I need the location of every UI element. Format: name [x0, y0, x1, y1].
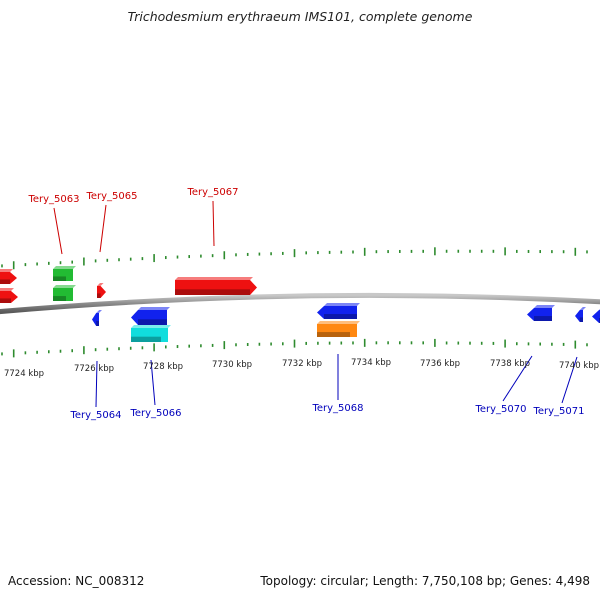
gene-feature-red[interactable] — [0, 288, 18, 303]
genome-summary-text: Topology: circular; Length: 7,750,108 bp… — [260, 574, 590, 588]
gene-label-tery-5071[interactable]: Tery_5071 — [532, 406, 584, 417]
gene-feature-blue[interactable] — [592, 307, 600, 323]
reverse-tick-marks — [1, 338, 588, 358]
leader-line — [95, 360, 98, 408]
gene-label-tery-5066[interactable]: Tery_5066 — [129, 408, 181, 419]
leader-line — [99, 204, 107, 253]
scale-label: 7734 kbp — [351, 358, 391, 368]
gene-label-tery-5065[interactable]: Tery_5065 — [85, 191, 137, 202]
feature-shadow — [53, 276, 66, 281]
gene-feature-blue[interactable] — [92, 310, 102, 326]
feature-shadow — [0, 298, 11, 303]
feature-shadow — [138, 319, 167, 325]
feature-shadow — [175, 289, 250, 295]
feature-shadow — [317, 332, 350, 337]
accession-text: Accession: NC_008312 — [8, 574, 145, 588]
feature-top-face — [317, 321, 360, 324]
feature-shadow — [131, 336, 161, 342]
feature-top-face — [175, 277, 253, 280]
scale-label: 7730 kbp — [212, 360, 252, 370]
leader-line — [53, 207, 63, 255]
feature-top-face — [324, 303, 360, 306]
leader-line — [212, 200, 215, 247]
genome-title: Trichodesmium erythraeum IMS101, complet… — [127, 9, 473, 24]
feature-shadow — [96, 321, 99, 326]
gene-feature-red[interactable] — [175, 277, 257, 295]
gene-label-tery-5063[interactable]: Tery_5063 — [27, 194, 79, 205]
scale-labels: 7724 kbp 7726 kbp 7728 kbp 7730 kbp 7732 kbp… — [4, 358, 599, 379]
feature-shadow — [53, 296, 66, 301]
gene-label-tery-5067[interactable]: Tery_5067 — [186, 187, 238, 198]
feature-top-face — [96, 310, 102, 313]
gene-labels: Tery_5063 Tery_5065 Tery_5067 Tery_5064 Tery… — [27, 187, 584, 421]
gene-label-tery-5070[interactable]: Tery_5070 — [474, 404, 526, 415]
feature-shadow — [97, 293, 101, 298]
gene-feature-blue[interactable] — [575, 307, 586, 322]
feature-top-face — [97, 283, 104, 286]
leader-line — [150, 359, 156, 406]
feature-body — [592, 310, 600, 323]
leader-line — [561, 356, 578, 404]
feature-top-face — [579, 307, 586, 310]
gene-feature-green[interactable] — [53, 266, 76, 281]
feature-top-face — [0, 288, 14, 291]
gene-feature-orange[interactable] — [317, 321, 360, 337]
feature-top-face — [0, 269, 13, 272]
gene-label-tery-5068[interactable]: Tery_5068 — [311, 403, 363, 414]
scale-label: 7740 kbp — [559, 361, 599, 371]
scale-label: 7738 kbp — [490, 359, 530, 369]
scale-label: 7726 kbp — [74, 364, 114, 374]
feature-top-face — [53, 266, 76, 269]
genome-backbone — [0, 292, 600, 315]
gene-features — [0, 266, 600, 342]
gene-feature-blue[interactable] — [527, 305, 555, 321]
gene-feature-green[interactable] — [53, 285, 76, 301]
gene-feature-red[interactable] — [0, 269, 17, 284]
gene-feature-red[interactable] — [97, 283, 106, 298]
scale-label: 7736 kbp — [420, 359, 460, 369]
gene-feature-blue[interactable] — [317, 303, 360, 319]
label-leader-lines — [53, 200, 578, 408]
feature-top-face — [534, 305, 555, 308]
scale-label: 7732 kbp — [282, 359, 322, 369]
feature-shadow — [0, 279, 10, 284]
feature-top-face — [53, 285, 76, 288]
feature-top-face — [138, 307, 170, 310]
gene-feature-blue[interactable] — [131, 307, 170, 325]
feature-shadow — [324, 314, 357, 319]
leader-line — [502, 355, 533, 402]
feature-shadow — [579, 317, 583, 322]
scale-label: 7728 kbp — [143, 362, 183, 372]
feature-top-face — [131, 325, 171, 328]
gene-feature-cyan[interactable] — [131, 325, 171, 342]
feature-shadow — [534, 316, 552, 321]
gene-label-tery-5064[interactable]: Tery_5064 — [69, 410, 121, 421]
scale-label: 7724 kbp — [4, 369, 44, 379]
forward-tick-marks — [1, 247, 588, 270]
